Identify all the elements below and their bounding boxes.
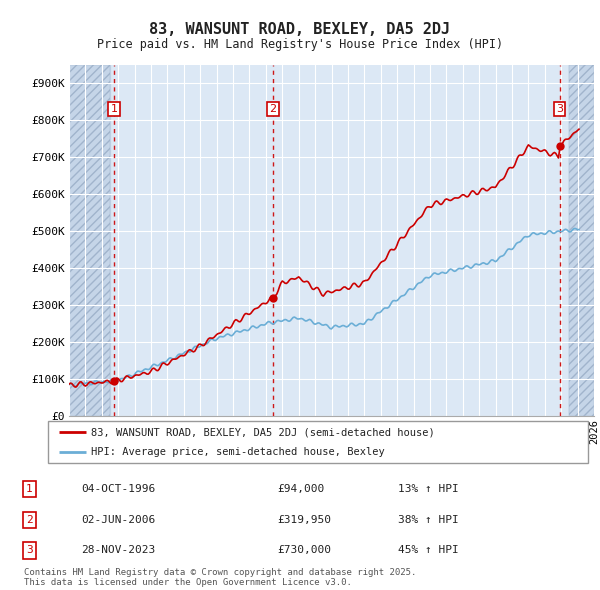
Text: 38% ↑ HPI: 38% ↑ HPI — [398, 514, 458, 525]
Text: 28-NOV-2023: 28-NOV-2023 — [81, 545, 155, 555]
Text: 13% ↑ HPI: 13% ↑ HPI — [398, 484, 458, 494]
Text: 83, WANSUNT ROAD, BEXLEY, DA5 2DJ (semi-detached house): 83, WANSUNT ROAD, BEXLEY, DA5 2DJ (semi-… — [91, 427, 435, 437]
Text: 1: 1 — [110, 104, 118, 114]
Text: £94,000: £94,000 — [277, 484, 324, 494]
Text: 3: 3 — [26, 545, 32, 555]
Text: 83, WANSUNT ROAD, BEXLEY, DA5 2DJ: 83, WANSUNT ROAD, BEXLEY, DA5 2DJ — [149, 22, 451, 37]
Text: Contains HM Land Registry data © Crown copyright and database right 2025.
This d: Contains HM Land Registry data © Crown c… — [24, 568, 416, 587]
Text: 04-OCT-1996: 04-OCT-1996 — [81, 484, 155, 494]
Bar — [569, 65, 594, 416]
Bar — [569, 65, 594, 416]
Bar — [69, 65, 110, 416]
Text: 3: 3 — [556, 104, 563, 114]
Text: £319,950: £319,950 — [277, 514, 331, 525]
Text: 2: 2 — [269, 104, 277, 114]
Text: £730,000: £730,000 — [277, 545, 331, 555]
Text: 02-JUN-2006: 02-JUN-2006 — [81, 514, 155, 525]
Text: 1: 1 — [26, 484, 32, 494]
Text: 45% ↑ HPI: 45% ↑ HPI — [398, 545, 458, 555]
Text: 2: 2 — [26, 514, 32, 525]
Text: HPI: Average price, semi-detached house, Bexley: HPI: Average price, semi-detached house,… — [91, 447, 385, 457]
Text: Price paid vs. HM Land Registry's House Price Index (HPI): Price paid vs. HM Land Registry's House … — [97, 38, 503, 51]
Bar — [69, 65, 110, 416]
